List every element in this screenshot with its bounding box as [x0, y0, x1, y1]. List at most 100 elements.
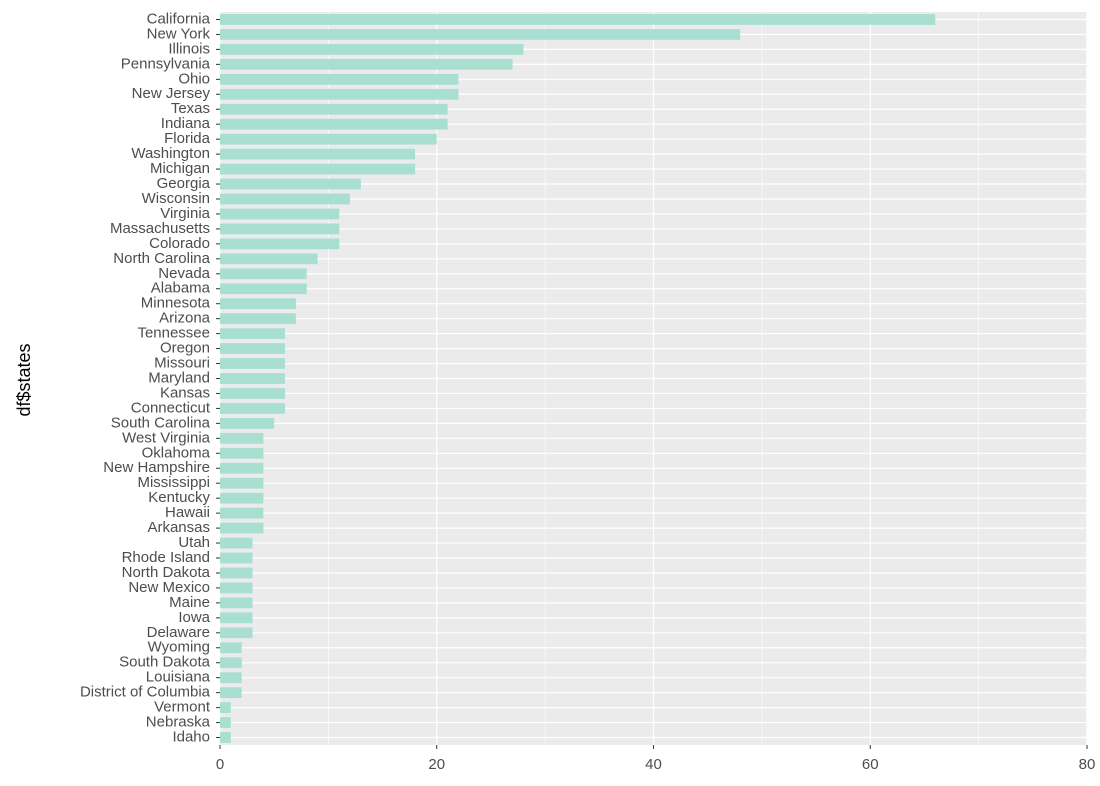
y-tick-label: California: [147, 10, 211, 27]
bar: [220, 268, 307, 280]
bar: [220, 732, 231, 743]
x-tick-label: 20: [428, 756, 445, 773]
y-tick-label: Idaho: [172, 728, 210, 745]
y-tick-label: Vermont: [154, 699, 211, 716]
y-tick-label: South Dakota: [119, 654, 211, 671]
bar: [220, 687, 242, 699]
bar: [220, 702, 231, 713]
y-tick-label: Pennsylvania: [121, 55, 211, 72]
bar: [220, 73, 459, 85]
y-tick-label: Kentucky: [148, 489, 210, 506]
bar: [220, 238, 340, 250]
y-tick-label: Illinois: [168, 40, 210, 57]
y-tick-label: Georgia: [157, 175, 211, 192]
y-tick-label: Connecticut: [131, 399, 211, 416]
bar: [220, 388, 286, 399]
bar: [220, 403, 286, 414]
bar: [220, 627, 253, 639]
y-tick-label: Oklahoma: [142, 444, 211, 461]
y-tick-label: Arkansas: [147, 519, 210, 536]
bar: [220, 522, 264, 534]
bar: [220, 118, 448, 130]
bar: [220, 582, 253, 594]
y-tick-label: District of Columbia: [80, 684, 211, 701]
bar: [220, 58, 513, 70]
bar: [220, 477, 264, 489]
bar: [220, 462, 264, 474]
bar: [220, 432, 264, 444]
bar: [220, 14, 936, 25]
bar: [220, 447, 264, 459]
bar: [220, 283, 307, 295]
bar: [220, 343, 286, 354]
bar: [220, 88, 459, 100]
y-tick-label: Hawaii: [165, 504, 210, 521]
y-tick-label: New York: [147, 25, 211, 42]
bar: [220, 717, 231, 728]
bar: [220, 178, 361, 190]
y-axis-title: df$states: [14, 343, 34, 416]
bar: [220, 313, 296, 325]
bar: [220, 44, 524, 55]
y-tick-label: Louisiana: [146, 669, 211, 686]
bar: [220, 358, 286, 369]
x-tick-label: 0: [216, 756, 224, 773]
bar: [220, 193, 351, 205]
bar: [220, 148, 416, 160]
bar: [220, 298, 296, 310]
y-tick-label: New Mexico: [128, 579, 210, 596]
y-tick-label: Oregon: [160, 340, 210, 357]
y-tick-label: Nevada: [158, 265, 210, 282]
bar: [220, 672, 242, 684]
y-tick-label: West Virginia: [122, 429, 210, 446]
bar: [220, 253, 318, 265]
y-tick-label: Nebraska: [146, 714, 211, 731]
bar: [220, 29, 741, 40]
y-tick-label: Massachusetts: [110, 220, 210, 237]
y-tick-label: Colorado: [149, 235, 210, 252]
bar: [220, 537, 253, 549]
y-tick-label: Kansas: [160, 384, 210, 401]
y-tick-label: Florida: [164, 130, 211, 147]
y-tick-label: New Jersey: [132, 85, 211, 102]
y-tick-label: Rhode Island: [122, 549, 210, 566]
y-tick-label: Virginia: [160, 205, 210, 222]
y-tick-label: Maine: [169, 594, 210, 611]
y-tick-label: Iowa: [178, 609, 210, 626]
bar: [220, 103, 448, 115]
y-tick-label: Utah: [178, 534, 210, 551]
y-tick-label: Ohio: [178, 70, 210, 87]
bar: [220, 417, 275, 429]
x-tick-label: 40: [645, 756, 662, 773]
y-tick-label: Wyoming: [148, 639, 210, 656]
y-tick-label: Arizona: [159, 310, 211, 327]
bar: [220, 507, 264, 519]
y-tick-label: Missouri: [154, 355, 210, 372]
y-tick-label: Delaware: [147, 624, 210, 641]
bar: [220, 223, 340, 235]
y-tick-label: Texas: [171, 100, 210, 117]
bar: [220, 163, 416, 175]
y-tick-label: North Dakota: [122, 564, 211, 581]
bar: [220, 642, 242, 654]
y-tick-label: Indiana: [161, 115, 211, 132]
y-tick-label: Minnesota: [141, 295, 211, 312]
bar: [220, 612, 253, 624]
bar: [220, 657, 242, 669]
y-tick-label: Tennessee: [137, 325, 210, 342]
y-tick-label: North Carolina: [113, 250, 210, 267]
x-tick-label: 60: [862, 756, 879, 773]
y-tick-label: South Carolina: [111, 414, 211, 431]
bar: [220, 492, 264, 504]
y-tick-label: Wisconsin: [142, 190, 210, 207]
y-tick-label: Washington: [131, 145, 210, 162]
x-tick-label: 80: [1079, 756, 1096, 773]
bar: [220, 133, 437, 145]
bar: [220, 328, 286, 340]
y-tick-label: Alabama: [151, 280, 211, 297]
bar: [220, 552, 253, 564]
bar: [220, 567, 253, 579]
y-tick-label: Michigan: [150, 160, 210, 177]
bar: [220, 597, 253, 609]
